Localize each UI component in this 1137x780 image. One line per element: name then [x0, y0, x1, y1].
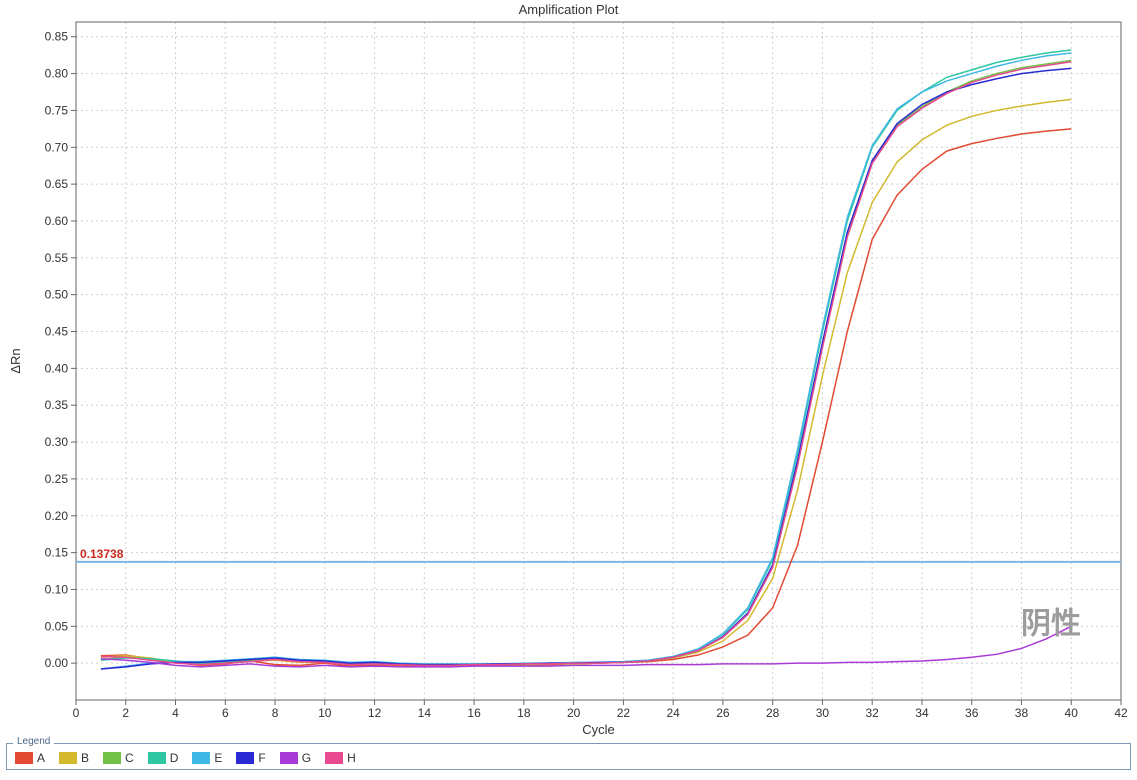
legend-swatch	[280, 752, 298, 764]
legend-swatch	[59, 752, 77, 764]
x-tick-label: 2	[122, 706, 129, 720]
legend-item-C: C	[103, 751, 134, 765]
legend-label: B	[81, 751, 89, 765]
y-tick-label: 0.30	[45, 435, 69, 449]
y-tick-label: 0.00	[45, 656, 69, 670]
threshold-label: 0.13738	[80, 547, 124, 561]
legend-items: A B C D E F G H	[15, 750, 370, 764]
x-tick-label: 34	[915, 706, 929, 720]
x-tick-label: 32	[866, 706, 880, 720]
legend-label: F	[258, 751, 265, 765]
y-axis-label: ΔRn	[8, 348, 23, 373]
x-tick-label: 14	[418, 706, 432, 720]
y-tick-label: 0.10	[45, 582, 69, 596]
y-tick-label: 0.65	[45, 177, 69, 191]
x-tick-label: 0	[73, 706, 80, 720]
legend-item-H: H	[325, 751, 356, 765]
legend-label: H	[347, 751, 356, 765]
x-tick-label: 26	[716, 706, 730, 720]
legend-swatch	[103, 752, 121, 764]
x-tick-label: 24	[666, 706, 680, 720]
y-tick-label: 0.05	[45, 619, 69, 633]
y-tick-label: 0.45	[45, 325, 69, 339]
x-tick-label: 16	[467, 706, 481, 720]
y-tick-label: 0.35	[45, 398, 69, 412]
y-tick-label: 0.75	[45, 103, 69, 117]
x-tick-label: 6	[222, 706, 229, 720]
x-tick-label: 10	[318, 706, 332, 720]
legend-item-B: B	[59, 751, 89, 765]
legend-item-F: F	[236, 751, 265, 765]
legend-label: E	[214, 751, 222, 765]
y-tick-label: 0.60	[45, 214, 69, 228]
legend-title: Legend	[13, 736, 54, 747]
x-axis-label: Cycle	[582, 722, 615, 737]
legend-label: G	[302, 751, 311, 765]
legend-label: C	[125, 751, 134, 765]
legend-label: A	[37, 751, 45, 765]
x-tick-label: 12	[368, 706, 382, 720]
legend-item-D: D	[148, 751, 179, 765]
x-tick-label: 40	[1065, 706, 1079, 720]
y-tick-label: 0.20	[45, 509, 69, 523]
x-tick-label: 22	[617, 706, 631, 720]
legend-swatch	[192, 752, 210, 764]
legend-item-G: G	[280, 751, 311, 765]
legend-swatch	[325, 752, 343, 764]
y-tick-label: 0.25	[45, 472, 69, 486]
amplification-plot-container: { "chart": { "type": "line", "title": "A…	[0, 0, 1137, 780]
y-tick-label: 0.85	[45, 30, 69, 44]
x-tick-label: 30	[816, 706, 830, 720]
y-tick-label: 0.50	[45, 288, 69, 302]
legend-swatch	[148, 752, 166, 764]
legend-box: Legend ABCDEFGH	[6, 743, 1131, 770]
x-tick-label: 38	[1015, 706, 1029, 720]
x-tick-label: 36	[965, 706, 979, 720]
legend-item-E: E	[192, 751, 222, 765]
x-tick-label: 18	[517, 706, 531, 720]
x-tick-label: 8	[272, 706, 279, 720]
legend-item-A: A	[15, 751, 45, 765]
x-tick-label: 4	[172, 706, 179, 720]
y-tick-label: 0.15	[45, 546, 69, 560]
annotation-negative: 阴性	[1021, 608, 1081, 641]
plot-svg: 0246810121416182022242628303234363840420…	[0, 0, 1137, 780]
x-tick-label: 42	[1114, 706, 1128, 720]
plot-area	[76, 22, 1121, 700]
y-tick-label: 0.80	[45, 67, 69, 81]
y-tick-label: 0.40	[45, 361, 69, 375]
x-tick-label: 20	[567, 706, 581, 720]
y-tick-label: 0.70	[45, 140, 69, 154]
legend-swatch	[15, 752, 33, 764]
x-tick-label: 28	[766, 706, 780, 720]
y-tick-label: 0.55	[45, 251, 69, 265]
legend-swatch	[236, 752, 254, 764]
legend-label: D	[170, 751, 179, 765]
